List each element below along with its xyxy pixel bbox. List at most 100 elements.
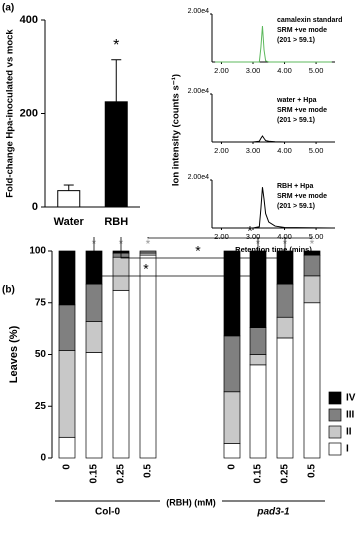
group-label: Col-0 <box>95 507 120 518</box>
legend-label: IV <box>346 393 356 404</box>
x-tick-label: 4.00 <box>277 146 292 155</box>
bar-segment <box>276 316 294 339</box>
x-tick-label: 0 <box>227 464 238 470</box>
annotation: camalexin standard <box>277 17 342 24</box>
y-tick-label: 200 <box>20 107 38 119</box>
bar-segment <box>85 321 103 353</box>
bar-segment <box>249 354 267 366</box>
x-tick-label: Water <box>54 216 85 228</box>
bar <box>104 101 128 208</box>
x-tick-label: 5.00 <box>309 232 324 241</box>
x-tick-label: 0.25 <box>280 464 291 484</box>
bar-segment <box>303 254 321 277</box>
x-tick-label: 0.15 <box>89 464 100 484</box>
legend-label: III <box>346 410 355 421</box>
x-tick-label: 0.5 <box>143 464 154 478</box>
x-tick-label: 0.5 <box>307 464 318 478</box>
y-tick-label: 75 <box>35 297 47 308</box>
significance-label: * <box>146 237 151 251</box>
x-tick-label: 4.00 <box>277 232 292 241</box>
y-tick-label: 2.00e4 <box>188 174 210 181</box>
group-label: pad3-1 <box>256 507 290 518</box>
x-tick-label: 0.25 <box>116 464 127 484</box>
bar <box>57 190 81 208</box>
y-axis-label: Leaves (%) <box>8 325 20 383</box>
annotation: (201 > 59.1) <box>277 203 315 210</box>
x-tick-label: 0 <box>62 464 73 470</box>
x-tick-label: 4.00 <box>277 66 292 75</box>
x-tick-label: 3.00 <box>246 232 261 241</box>
trace <box>215 135 332 143</box>
bar-segment <box>249 327 267 355</box>
y-tick-label: 50 <box>35 349 47 360</box>
trace <box>215 187 332 229</box>
bar-segment <box>249 364 267 459</box>
bar-segment <box>85 352 103 459</box>
y-tick-label: 100 <box>29 246 46 257</box>
bar-segment <box>112 289 130 459</box>
legend-swatch <box>328 408 342 422</box>
bar-segment <box>223 443 241 459</box>
unit-label: (RBH) (mM) <box>166 497 216 507</box>
panel-label: (a) <box>2 3 14 14</box>
comparison-label: * <box>195 243 201 259</box>
bar-segment <box>58 436 76 459</box>
bar-segment <box>303 275 321 304</box>
x-tick-label: 5.00 <box>309 146 324 155</box>
x-axis-label: Retention time (mins) <box>235 245 312 254</box>
comparison-label: * <box>247 223 253 239</box>
bar-segment <box>303 250 321 256</box>
bar-segment <box>276 337 294 459</box>
annotation: RBH + Hpa <box>277 183 313 190</box>
significance-label: * <box>310 237 315 251</box>
annotation: water + Hpa <box>276 97 317 104</box>
bar-segment <box>223 335 241 393</box>
trace <box>215 25 332 63</box>
bar-segment <box>223 391 241 444</box>
y-tick-label: 400 <box>20 14 38 26</box>
x-tick-label: 0.15 <box>253 464 264 484</box>
bar-segment <box>139 254 157 459</box>
legend-swatch <box>328 391 342 405</box>
bar-segment <box>58 304 76 351</box>
legend-swatch <box>328 425 342 439</box>
annotation: SRM +ve mode <box>277 193 327 200</box>
annotation: (201 > 59.1) <box>277 37 315 44</box>
y-axis-label: Fold-change Hpa-inoculated vs mock <box>5 29 16 198</box>
bar-segment <box>112 256 130 291</box>
x-tick-label: 2.00 <box>214 146 229 155</box>
significance-bracket <box>93 237 259 277</box>
comparison-label: * <box>143 261 149 277</box>
legend-label: I <box>346 444 349 455</box>
bar-segment <box>58 250 76 306</box>
x-tick-label: 2.00 <box>214 232 229 241</box>
bar-segment <box>139 250 157 254</box>
legend-label: II <box>346 427 352 438</box>
annotation: SRM +ve mode <box>277 27 327 34</box>
x-tick-label: 3.00 <box>246 66 261 75</box>
panel-label: (b) <box>2 285 15 296</box>
bar-segment <box>223 250 241 337</box>
y-tick-label: 2.00e4 <box>188 88 210 95</box>
y-axis-label: Ion intensity (counts s⁻¹) <box>171 74 182 186</box>
significance-bracket <box>120 237 286 259</box>
legend-swatch <box>328 442 342 456</box>
annotation: * <box>113 37 119 54</box>
y-tick-label: 0 <box>40 453 46 464</box>
x-tick-label: 5.00 <box>309 66 324 75</box>
x-tick-label: RBH <box>104 216 128 228</box>
y-tick-label: 25 <box>35 401 47 412</box>
x-tick-label: 3.00 <box>246 146 261 155</box>
annotation: (201 > 59.1) <box>277 117 315 124</box>
bar-segment <box>276 283 294 318</box>
bar-segment <box>58 350 76 438</box>
bar-segment <box>85 283 103 322</box>
bar-segment <box>303 302 321 459</box>
annotation: SRM +ve mode <box>277 107 327 114</box>
y-tick-label: 0 <box>32 201 38 213</box>
y-tick-label: 2.00e4 <box>188 8 210 15</box>
significance-bracket <box>147 237 313 239</box>
x-tick-label: 2.00 <box>214 66 229 75</box>
